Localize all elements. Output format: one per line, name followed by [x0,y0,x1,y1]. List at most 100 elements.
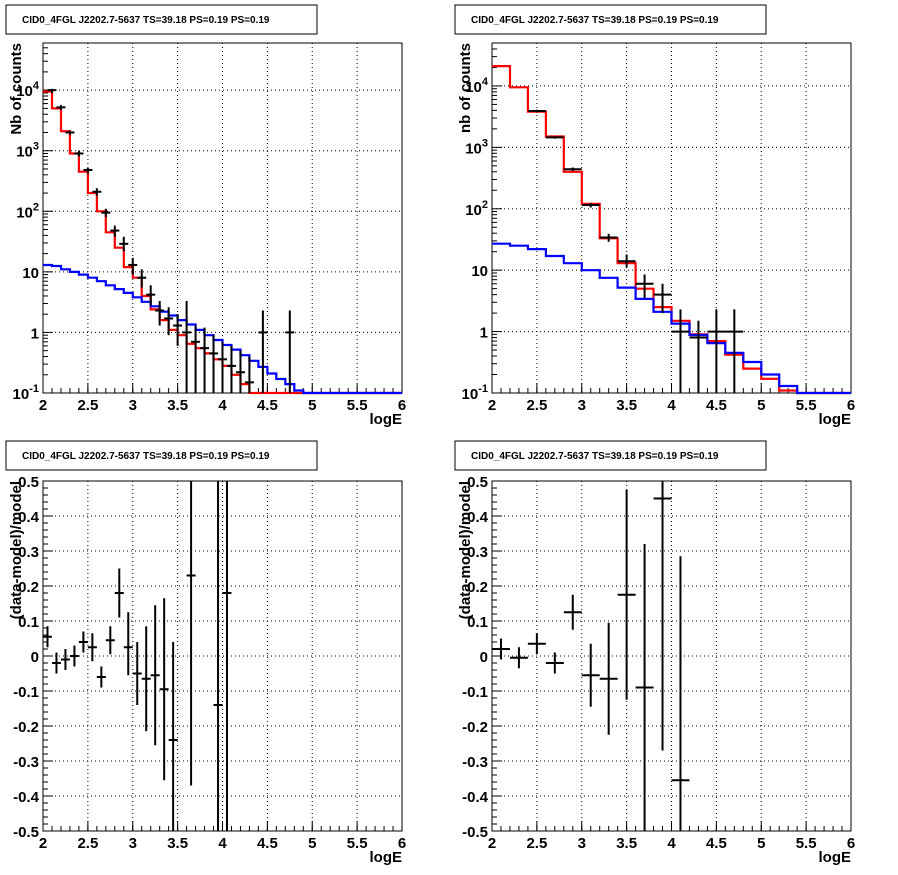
y-tick-label: 10 [22,265,39,282]
y-tick-label: 103 [465,137,488,157]
data-point [128,257,138,275]
data-point [258,310,268,393]
x-tick-label: 5.5 [796,397,817,414]
residual-point [617,489,636,700]
x-tick-label: 3.5 [167,835,188,852]
x-tick-label: 4 [218,397,227,414]
model-background-line [43,263,402,395]
data-point [83,167,93,174]
y-tick-label: 0 [31,649,39,666]
data-point [146,285,156,306]
x-tick-label: 3.5 [616,835,637,852]
x-tick-label: 6 [398,835,406,852]
data-point [563,167,582,172]
x-tick-label: 4 [218,835,227,852]
x-tick-label: 2 [488,397,496,414]
y-tick-label: 0.4 [18,509,40,526]
x-tick-label: 2.5 [526,835,547,852]
residual-point [159,598,169,781]
residual-point [168,642,178,831]
data-point [65,130,75,135]
chart-panel-2: CID0_4FGL J2202.7-5637 TS=39.18 PS=0.19 … [454,4,855,428]
residual-point [78,631,88,653]
data-point [182,301,192,393]
data-point [235,350,245,393]
x-tick-label: 4.5 [706,835,727,852]
x-axis-title: logE [819,411,852,428]
x-tick-label: 2.5 [77,397,98,414]
y-tick-label: 0.1 [18,614,39,631]
residual-point [60,649,70,670]
y-tick-label: 104 [465,76,489,96]
y-tick-label: 10 [471,263,488,280]
data-point [119,236,129,252]
data-point [285,310,295,393]
residual-point [150,605,160,746]
data-point [527,109,546,113]
x-tick-label: 5 [308,397,316,414]
data-point [191,325,201,393]
y-tick-label: -0.1 [462,684,488,701]
data-point [244,356,254,393]
data-point [209,335,219,393]
data-point [635,274,654,299]
x-axis-title: logE [370,849,403,866]
model-background-line [492,242,851,395]
residual-point [123,612,133,676]
data-point [707,309,726,393]
residual-point [114,568,124,618]
residual-point [69,645,79,667]
residual-point [545,652,564,674]
data-point [74,150,84,157]
y-tick-label: 0.3 [467,544,488,561]
title-box [5,4,318,35]
data-point [599,233,618,242]
y-tick-label: -0.5 [13,824,39,841]
y-tick-label: 0.2 [467,579,488,596]
y-tick-label: -0.4 [462,789,489,806]
x-tick-label: 4.5 [706,397,727,414]
x-tick-label: 2 [488,835,496,852]
residual-point [96,666,106,688]
chart-title: CID0_4FGL J2202.7-5637 TS=39.18 PS=0.19 … [22,15,270,26]
y-tick-label: 0.1 [467,614,488,631]
y-tick-label: -0.4 [13,789,40,806]
residual-point [563,594,582,630]
data-point [545,136,564,139]
chart-panel-4: CID0_4FGL J2202.7-5637 TS=39.18 PS=0.19 … [454,440,855,866]
y-axis-title: nb of counts [457,43,474,133]
y-tick-label: 102 [16,201,39,221]
x-tick-label: 4 [667,397,676,414]
chart-panel-1: CID0_4FGL J2202.7-5637 TS=39.18 PS=0.19 … [5,4,406,428]
chart-title: CID0_4FGL J2202.7-5637 TS=39.18 PS=0.19 … [471,451,719,462]
x-tick-label: 5 [757,835,765,852]
x-tick-label: 5.5 [796,835,817,852]
residual-point [213,481,223,831]
x-tick-label: 5.5 [347,835,368,852]
title-box [5,440,318,471]
y-axis-title: (data-model)/model [457,481,474,619]
x-tick-label: 6 [847,835,855,852]
x-tick-label: 2 [39,835,47,852]
chart-panel-3: CID0_4FGL J2202.7-5637 TS=39.18 PS=0.19 … [5,440,406,866]
y-tick-label: -0.1 [13,684,39,701]
x-tick-label: 3 [578,835,586,852]
residual-point [635,544,654,831]
y-tick-label: -0.2 [13,719,39,736]
y-tick-label: 103 [16,141,39,161]
x-tick-label: 3.5 [167,397,188,414]
y-axis-title: Nb of counts [8,43,25,135]
data-point [164,307,174,336]
data-point [137,269,147,288]
y-tick-label: 10-1 [462,383,488,403]
data-point [617,254,636,268]
residual-point [653,481,672,751]
x-axis-title: logE [819,849,852,866]
y-tick-label: 0.3 [18,544,39,561]
chart-title: CID0_4FGL J2202.7-5637 TS=39.18 PS=0.19 … [22,451,270,462]
y-tick-label: 0 [480,649,488,666]
data-point [725,309,744,393]
residual-point [132,642,142,705]
residual-point [141,626,151,732]
